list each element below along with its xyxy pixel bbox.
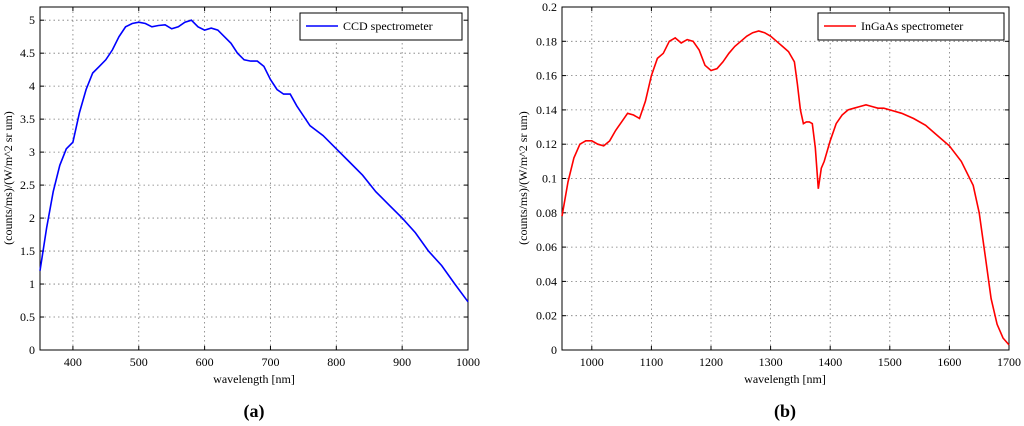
chart-a-x-tick-label: 900 — [393, 355, 411, 369]
chart-b-y-axis-label: (counts/ms)/(W/m^2 sr um) — [516, 111, 530, 245]
chart-b-legend-label: InGaAs spectrometer — [861, 19, 963, 33]
chart-b-y-tick-label: 0.14 — [536, 103, 557, 117]
chart-b-y-tick-label: 0.2 — [542, 0, 557, 14]
chart-b-x-tick-label: 1400 — [818, 355, 842, 369]
chart-a-x-ticks: 400 500 600 700 800 900 1000 — [64, 7, 480, 369]
chart-b-y-tick-label: 0.06 — [536, 240, 557, 254]
chart-b-y-tick-label: 0.16 — [536, 69, 557, 83]
chart-a: 400 500 600 700 800 900 1000 0 0.5 1 1.5 2 2.5 3 3.5 4… — [1, 6, 480, 422]
chart-a-y-axis-label: (counts/ms)/(W/m^2 sr um) — [1, 111, 15, 245]
chart-a-x-tick-label: 400 — [64, 355, 82, 369]
chart-b-x-ticks: 1000 1100 1200 1300 1400 1500 1600 1700 — [580, 7, 1021, 369]
chart-b-y-tick-label: 0.02 — [536, 309, 557, 323]
chart-b-x-tick-label: 1000 — [580, 355, 604, 369]
chart-a-y-tick-label: 1 — [29, 277, 35, 291]
chart-a-x-tick-label: 500 — [130, 355, 148, 369]
chart-b-x-axis-label: wavelength [nm] — [744, 372, 826, 386]
chart-a-x-tick-label: 600 — [196, 355, 214, 369]
chart-b-x-tick-label: 1500 — [878, 355, 902, 369]
chart-a-legend-label: CCD spectrometer — [343, 19, 433, 33]
chart-b: 1000 1100 1200 1300 1400 1500 1600 1700 0 0.02 0.… — [516, 0, 1021, 422]
chart-a-series-line — [39, 19, 469, 303]
chart-a-y-ticks: 0 0.5 1 1.5 2 2.5 3 3.5 4 4.5 5 — [20, 13, 468, 357]
chart-a-y-tick-label: 4 — [29, 79, 35, 93]
chart-a-x-tick-label: 800 — [327, 355, 345, 369]
chart-a-y-tick-label: 1.5 — [20, 244, 35, 258]
chart-b-y-tick-label: 0.08 — [536, 206, 557, 220]
chart-b-x-tick-label: 1200 — [699, 355, 723, 369]
chart-b-legend: InGaAs spectrometer — [817, 12, 1005, 41]
chart-b-x-tick-label: 1700 — [997, 355, 1021, 369]
chart-a-plot-area — [39, 6, 469, 351]
chart-b-y-tick-label: 0.18 — [536, 34, 557, 48]
chart-b-y-tick-label: 0 — [551, 343, 557, 357]
chart-b-grid — [562, 7, 1009, 350]
chart-a-y-tick-label: 5 — [29, 13, 35, 27]
chart-b-x-tick-label: 1600 — [937, 355, 961, 369]
chart-b-series-line — [561, 30, 1010, 346]
chart-a-y-tick-label: 4.5 — [20, 46, 35, 60]
chart-a-x-tick-label: 1000 — [456, 355, 480, 369]
chart-a-x-tick-label: 700 — [261, 355, 279, 369]
chart-a-y-tick-label: 0 — [29, 343, 35, 357]
chart-a-y-tick-label: 2 — [29, 211, 35, 225]
chart-b-y-tick-label: 0.04 — [536, 274, 557, 288]
chart-a-y-tick-label: 0.5 — [20, 310, 35, 324]
chart-b-plot-area — [561, 6, 1010, 351]
chart-b-y-tick-label: 0.12 — [536, 137, 557, 151]
chart-b-y-tick-label: 0.1 — [542, 172, 557, 186]
chart-a-y-tick-label: 3 — [29, 145, 35, 159]
chart-a-x-axis-label: wavelength [nm] — [213, 372, 295, 386]
chart-b-x-tick-label: 1100 — [640, 355, 664, 369]
chart-a-y-tick-label: 3.5 — [20, 112, 35, 126]
chart-a-panel-label: (a) — [244, 401, 265, 422]
chart-b-y-ticks: 0 0.02 0.04 0.06 0.08 0.1 0.12 0.14 0.16 0.18 0.2 — [536, 0, 1009, 357]
chart-b-x-tick-label: 1300 — [759, 355, 783, 369]
chart-a-y-tick-label: 2.5 — [20, 178, 35, 192]
chart-b-panel-label: (b) — [774, 401, 796, 422]
chart-a-legend: CCD spectrometer — [299, 12, 463, 41]
